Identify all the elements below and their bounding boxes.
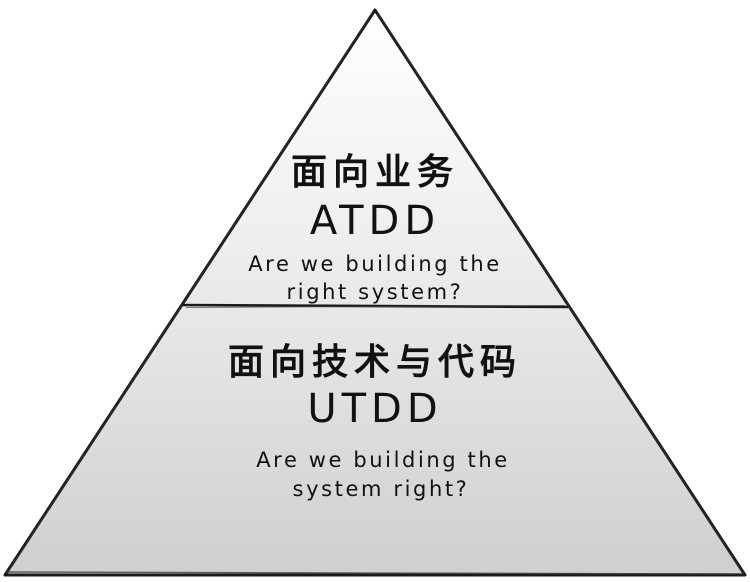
tier-divider-sketch [185, 305, 566, 308]
top-tier-question-line2: right system? [286, 280, 464, 304]
pyramid-sketch-left [6, 11, 374, 574]
pyramid-sketch-right [376, 11, 744, 574]
bottom-tier-question-line2: system right? [292, 477, 470, 501]
pyramid-sketch-base [5, 571, 745, 575]
top-tier-acronym: ATDD [309, 198, 441, 244]
bottom-tier-acronym: UTDD [307, 386, 443, 432]
top-tier-question-line1: Are we building the [248, 252, 502, 276]
bottom-tier-question-line1: Are we building the [256, 448, 510, 472]
tier-divider [181, 303, 569, 309]
bottom-tier-title: 面向技术与代码 [227, 342, 522, 383]
top-tier-title: 面向业务 [290, 152, 459, 193]
